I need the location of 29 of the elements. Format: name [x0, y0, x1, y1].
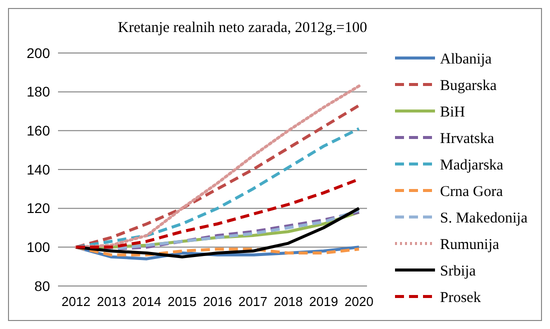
- line-series: [74, 246, 360, 256]
- y-tick-label: 120: [26, 200, 50, 216]
- x-tick-label: 2017: [238, 294, 268, 309]
- x-tick-label: 2019: [309, 294, 338, 309]
- x-tick-label: 2016: [203, 294, 232, 309]
- legend-label: Rumunija: [440, 236, 500, 253]
- legend-label: BiH: [440, 104, 466, 120]
- x-tick-label: 2012: [62, 294, 90, 309]
- legend-label: Albanija: [440, 51, 492, 68]
- legend-label: Hrvatska: [440, 130, 494, 147]
- y-tick-label: 160: [26, 122, 50, 139]
- x-tick-label: 2018: [274, 294, 303, 309]
- legend-label: Bugarska: [440, 78, 497, 94]
- legend-label: S. Makedonija: [440, 210, 528, 226]
- legend-label: Srbija: [440, 263, 476, 280]
- y-tick-label: 100: [26, 239, 50, 256]
- legend-label: Crna Gora: [440, 184, 504, 200]
- x-tick-label: 2020: [344, 294, 374, 309]
- x-tick-label: 2014: [132, 294, 162, 309]
- line-series: [74, 206, 360, 258]
- y-tick-label: 200: [26, 44, 50, 61]
- legend-label: Prosek: [440, 290, 482, 306]
- y-tick-label: 80: [34, 278, 50, 294]
- x-tick-label: 2015: [168, 294, 197, 309]
- chart-title: Kretanje realnih neto zarada, 2012g.=100: [118, 20, 368, 36]
- x-tick-label: 2013: [96, 294, 126, 309]
- y-tick-label: 180: [26, 84, 50, 100]
- legend-label: Madjarska: [440, 157, 504, 174]
- y-tick-label: 140: [26, 161, 50, 178]
